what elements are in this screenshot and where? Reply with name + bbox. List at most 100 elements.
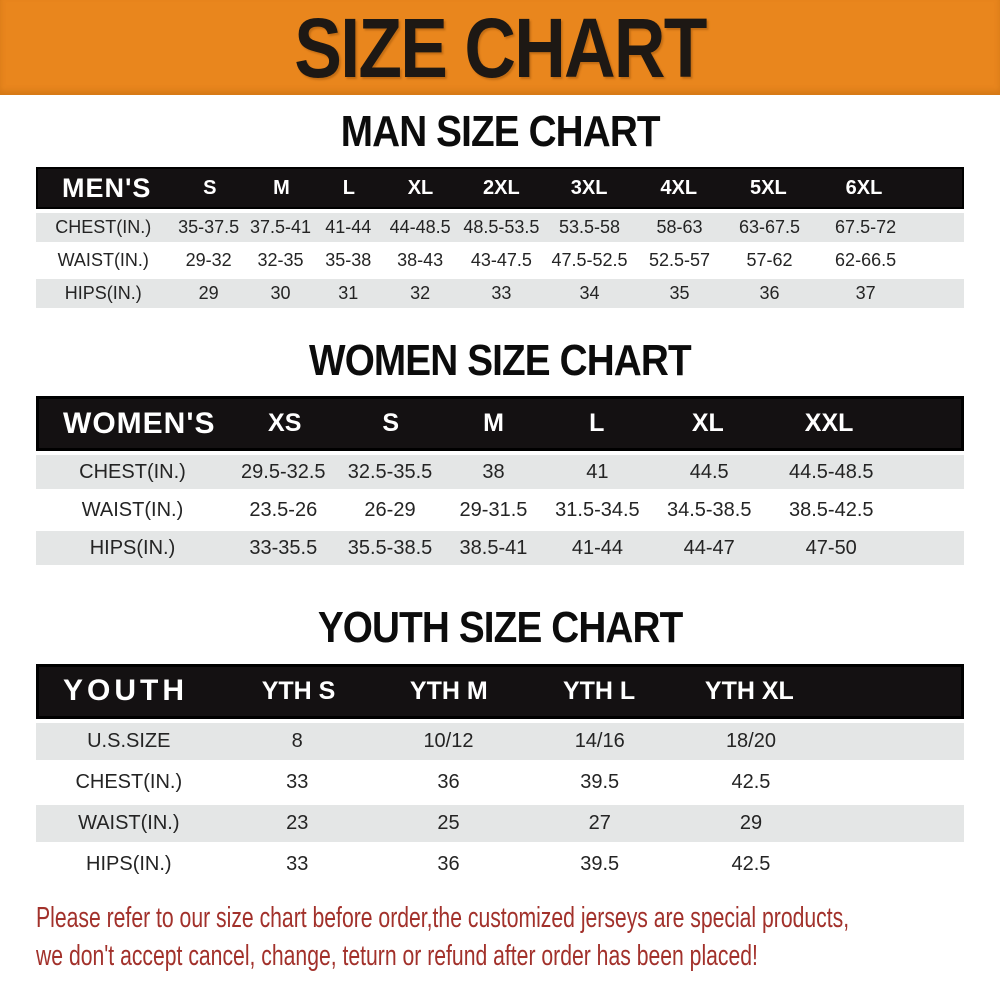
- size-value: 32: [410, 283, 431, 304]
- size-value: 37: [855, 283, 876, 304]
- size-value: 42.5: [731, 770, 771, 793]
- men-table-header-row: MEN'S S M L XL 2XL 3XL 4XL 5XL 6XL: [36, 167, 964, 210]
- size-value: 35: [669, 283, 690, 304]
- size-value: 53.5-58: [558, 217, 621, 238]
- men-col-header: XL: [407, 176, 434, 199]
- size-value: 36: [437, 852, 460, 875]
- men-col-header: 2XL: [482, 176, 520, 199]
- size-value: 38.5-42.5: [788, 498, 874, 521]
- row-label: WAIST(IN.): [81, 498, 184, 521]
- row-label: CHEST(IN.): [75, 770, 183, 793]
- size-value: 29-32: [185, 250, 232, 271]
- size-value: 27: [588, 811, 611, 834]
- row-label: HIPS(IN.): [89, 536, 176, 559]
- size-value: 47-50: [805, 536, 857, 559]
- youth-table-header-row: YOUTH YTH S YTH M YTH L YTH XL: [36, 663, 964, 719]
- women-col-header: L: [589, 409, 605, 438]
- table-row: HIPS(IN.) 29 30 31 32 33 34 35 36 37: [36, 279, 964, 309]
- size-value: 29: [739, 811, 763, 834]
- women-table-header-row: WOMEN'S XS S M L XL XXL: [36, 396, 964, 452]
- size-value: 42.5: [731, 852, 771, 875]
- youth-size-table: YOUTH YTH S YTH M YTH L YTH XL U.S.SIZE …: [36, 663, 964, 883]
- men-col-header: L: [342, 176, 355, 199]
- size-value: 38: [482, 460, 505, 483]
- women-size-table: WOMEN'S XS S M L XL XXL CHEST(IN.) 29.5-…: [36, 396, 964, 566]
- row-label: HIPS(IN.): [86, 852, 172, 875]
- size-value: 52.5-57: [648, 250, 711, 271]
- size-value: 44.5-48.5: [788, 460, 874, 483]
- size-value: 33: [286, 770, 309, 793]
- table-row: HIPS(IN.) 33-35.5 35.5-38.5 38.5-41 41-4…: [36, 531, 964, 566]
- row-label: U.S.SIZE: [87, 729, 171, 752]
- size-value: 47.5-52.5: [551, 250, 628, 271]
- size-value: 29-31.5: [459, 498, 528, 521]
- men-corner-label: MEN'S: [62, 172, 152, 203]
- row-label: WAIST(IN.): [57, 250, 149, 271]
- table-row: WAIST(IN.) 23.5-26 26-29 29-31.5 31.5-34…: [36, 493, 964, 527]
- size-value: 35-37.5: [178, 217, 240, 238]
- men-col-header: M: [273, 176, 290, 199]
- youth-section-title: YOUTH SIZE CHART: [0, 605, 1000, 651]
- men-section-title-text: MAN SIZE CHART: [340, 107, 661, 156]
- table-row: WAIST(IN.) 29-32 32-35 35-38 38-43 43-47…: [36, 246, 964, 275]
- men-size-table: MEN'S S M L XL 2XL 3XL 4XL 5XL 6XL CHEST…: [36, 167, 964, 309]
- youth-corner-label: YOUTH: [63, 674, 188, 708]
- size-value: 44-48.5: [389, 217, 451, 238]
- size-value: 36: [437, 770, 460, 793]
- size-value: 25: [437, 811, 460, 834]
- row-label: CHEST(IN.): [55, 217, 152, 238]
- size-value: 14/16: [574, 729, 625, 752]
- size-value: 48.5-53.5: [463, 217, 540, 238]
- size-value: 41: [586, 460, 609, 483]
- size-value: 31.5-34.5: [555, 498, 640, 521]
- size-value: 67.5-72: [835, 217, 897, 238]
- women-section-title-text: WOMEN SIZE CHART: [309, 336, 692, 386]
- size-value: 43-47.5: [470, 250, 532, 271]
- men-col-header: 5XL: [750, 176, 787, 199]
- size-value: 57-62: [746, 250, 793, 271]
- size-value: 58-63: [656, 217, 703, 238]
- size-value: 31: [338, 283, 359, 304]
- size-value: 44-47: [683, 536, 735, 559]
- women-section-title: WOMEN SIZE CHART: [0, 336, 1000, 386]
- banner-title: SIZE CHART: [294, 0, 707, 95]
- size-value: 8: [291, 729, 303, 752]
- size-value: 10/12: [423, 729, 474, 752]
- youth-col-header: YTH M: [409, 676, 488, 705]
- women-col-header: XXL: [804, 409, 854, 438]
- size-value: 23: [286, 811, 309, 834]
- size-value: 33-35.5: [249, 536, 318, 559]
- banner: SIZE CHART: [0, 0, 1000, 95]
- size-value: 35-38: [325, 250, 372, 271]
- size-value: 26-29: [364, 498, 416, 521]
- table-row: U.S.SIZE 8 10/12 14/16 18/20: [36, 722, 964, 760]
- table-row: WAIST(IN.) 23 25 27 29: [36, 804, 964, 842]
- size-value: 35.5-38.5: [347, 536, 433, 559]
- size-value: 29.5-32.5: [241, 460, 326, 483]
- size-value: 39.5: [580, 852, 620, 875]
- youth-col-header: YTH S: [261, 676, 336, 705]
- women-col-header: S: [382, 409, 400, 438]
- size-value: 63-67.5: [739, 217, 801, 238]
- men-col-header: 3XL: [570, 176, 608, 199]
- youth-section-title-text: YOUTH SIZE CHART: [317, 603, 683, 653]
- size-value: 37.5-41: [249, 217, 312, 238]
- table-row: CHEST(IN.) 33 36 39.5 42.5: [36, 764, 964, 801]
- women-corner-label: WOMEN'S: [63, 406, 216, 440]
- size-value: 18/20: [725, 729, 776, 752]
- youth-col-header: YTH XL: [704, 676, 794, 705]
- row-label: WAIST(IN.): [78, 811, 180, 834]
- row-label: HIPS(IN.): [64, 283, 142, 304]
- footer-note: Please refer to our size chart before or…: [36, 899, 1000, 975]
- size-value: 30: [270, 283, 291, 304]
- size-value: 33: [491, 283, 512, 304]
- size-value: 32.5-35.5: [347, 460, 433, 483]
- women-col-header: M: [483, 409, 504, 438]
- size-value: 39.5: [580, 770, 620, 793]
- size-value: 34: [579, 283, 600, 304]
- men-col-header: S: [203, 176, 217, 199]
- size-value: 34.5-38.5: [666, 498, 752, 521]
- size-value: 38.5-41: [459, 536, 528, 559]
- women-col-header: XL: [691, 409, 724, 438]
- size-value: 41-44: [325, 217, 372, 238]
